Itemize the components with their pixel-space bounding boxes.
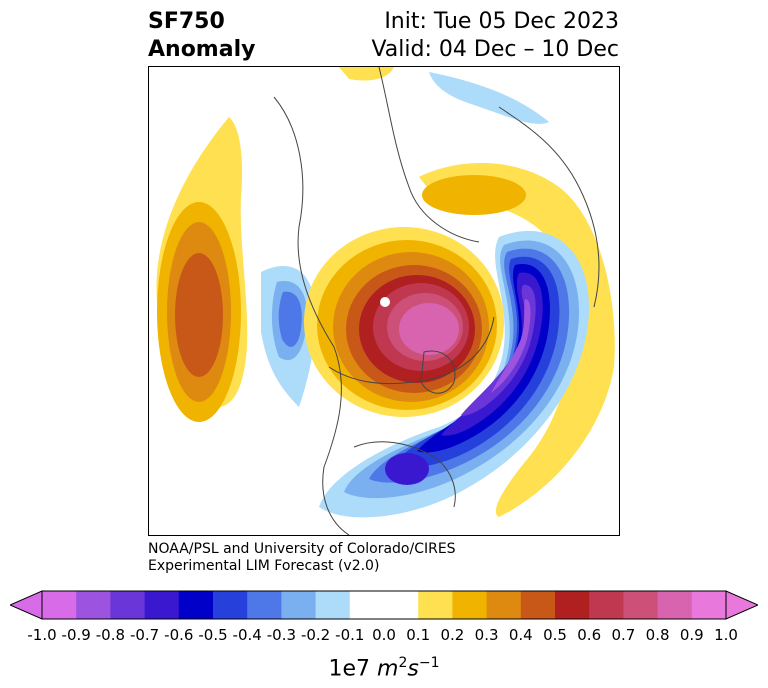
title-line-2: Anomaly — [148, 37, 256, 62]
colorbar-tick-label: -0.1 — [335, 626, 365, 644]
colorbar-over-arrow — [725, 590, 758, 620]
colorbar-segments — [42, 591, 727, 619]
colorbar-tick-label: -0.3 — [266, 626, 297, 644]
colorbar-segment — [452, 591, 488, 619]
colorbar-border — [41, 590, 727, 620]
init-date: Init: Tue 05 Dec 2023 — [384, 9, 619, 34]
arctic-positive-center — [304, 227, 504, 417]
label-exp-s: −1 — [418, 655, 440, 671]
label-unit-m: m — [377, 656, 399, 682]
colorbar-tick-label: -0.5 — [198, 626, 228, 644]
colorbar-segment — [281, 591, 317, 619]
colorbar-segment — [42, 591, 77, 619]
colorbar-segment — [486, 591, 522, 619]
colorbar-segment — [691, 591, 727, 619]
colorbar-segment — [589, 591, 624, 619]
valid-range: Valid: 04 Dec – 10 Dec — [371, 37, 619, 62]
credit-line-2: Experimental LIM Forecast (v2.0) — [148, 558, 380, 574]
colorbar-tick-label: 0.8 — [645, 626, 670, 644]
colorbar-segment — [144, 591, 180, 619]
colorbar-tick-label: -0.8 — [95, 626, 126, 644]
colorbar-segment — [384, 591, 419, 619]
colorbar-segment — [76, 591, 111, 619]
colorbar-tick-label: 0.7 — [611, 626, 636, 644]
colorbar-tick-label: 1.0 — [714, 626, 738, 644]
chart-title: SF750 Anomaly — [148, 8, 255, 64]
source-credit: NOAA/PSL and University of Colorado/CIRE… — [148, 541, 456, 575]
atlantic-negative-hook — [319, 230, 589, 518]
anomaly-map — [149, 67, 619, 535]
colorbar-segment — [247, 591, 282, 619]
colorbar-tick-label: -0.2 — [300, 626, 331, 644]
colorbar-ticks: -1.0 -0.9 -0.8 -0.7 -0.6 -0.5 -0.4 -0.3 -0.2 -0.1… — [0, 626, 768, 646]
map-panel — [148, 66, 620, 536]
colorbar-segment — [315, 591, 351, 619]
colorbar-tick-label: 0.3 — [474, 626, 499, 644]
colorbar-tick-label: -0.9 — [61, 626, 91, 644]
colorbar-segment — [418, 591, 453, 619]
colorbar-tick-label: 0.9 — [679, 626, 704, 644]
colorbar-under-arrow — [10, 590, 43, 620]
label-unit-s: s — [407, 656, 419, 682]
colorbar-tick-label: 0.6 — [577, 626, 602, 644]
colorbar-tick-label: 0.2 — [440, 626, 465, 644]
colorbar-tick-label: 0.1 — [406, 626, 431, 644]
colorbar-segment — [555, 591, 590, 619]
colorbar — [10, 590, 758, 620]
colorbar-segment — [110, 591, 146, 619]
colorbar-segment — [178, 591, 214, 619]
westcoast-negative-anomaly — [261, 266, 316, 407]
label-prefix: 1e7 — [328, 656, 378, 682]
colorbar-label: 1e7 m2s−1 — [0, 648, 768, 684]
colorbar-tick-label: -0.4 — [232, 626, 262, 644]
colorbar-tick-label: -1.0 — [27, 626, 57, 644]
pacific-positive-anomaly — [156, 117, 248, 422]
colorbar-tick-label: 0.4 — [508, 626, 533, 644]
colorbar-segment — [657, 591, 693, 619]
forecast-dates: Init: Tue 05 Dec 2023 Valid: 04 Dec – 10… — [371, 8, 619, 64]
colorbar-tick-label: 0.5 — [543, 626, 567, 644]
title-line-1: SF750 — [148, 9, 225, 34]
colorbar-segment — [520, 591, 556, 619]
credit-line-1: NOAA/PSL and University of Colorado/CIRE… — [148, 541, 456, 557]
colorbar-tick-label: -0.6 — [164, 626, 194, 644]
colorbar-tick-label: 0.0 — [372, 626, 396, 644]
coastline-outlines — [273, 67, 600, 535]
colorbar-segment — [213, 591, 248, 619]
arctic-negative-strip — [429, 72, 549, 124]
label-exp-m: 2 — [398, 655, 408, 671]
colorbar-segment — [349, 591, 385, 619]
colorbar-tick-label: -0.7 — [129, 626, 160, 644]
colorbar-segment — [623, 591, 659, 619]
